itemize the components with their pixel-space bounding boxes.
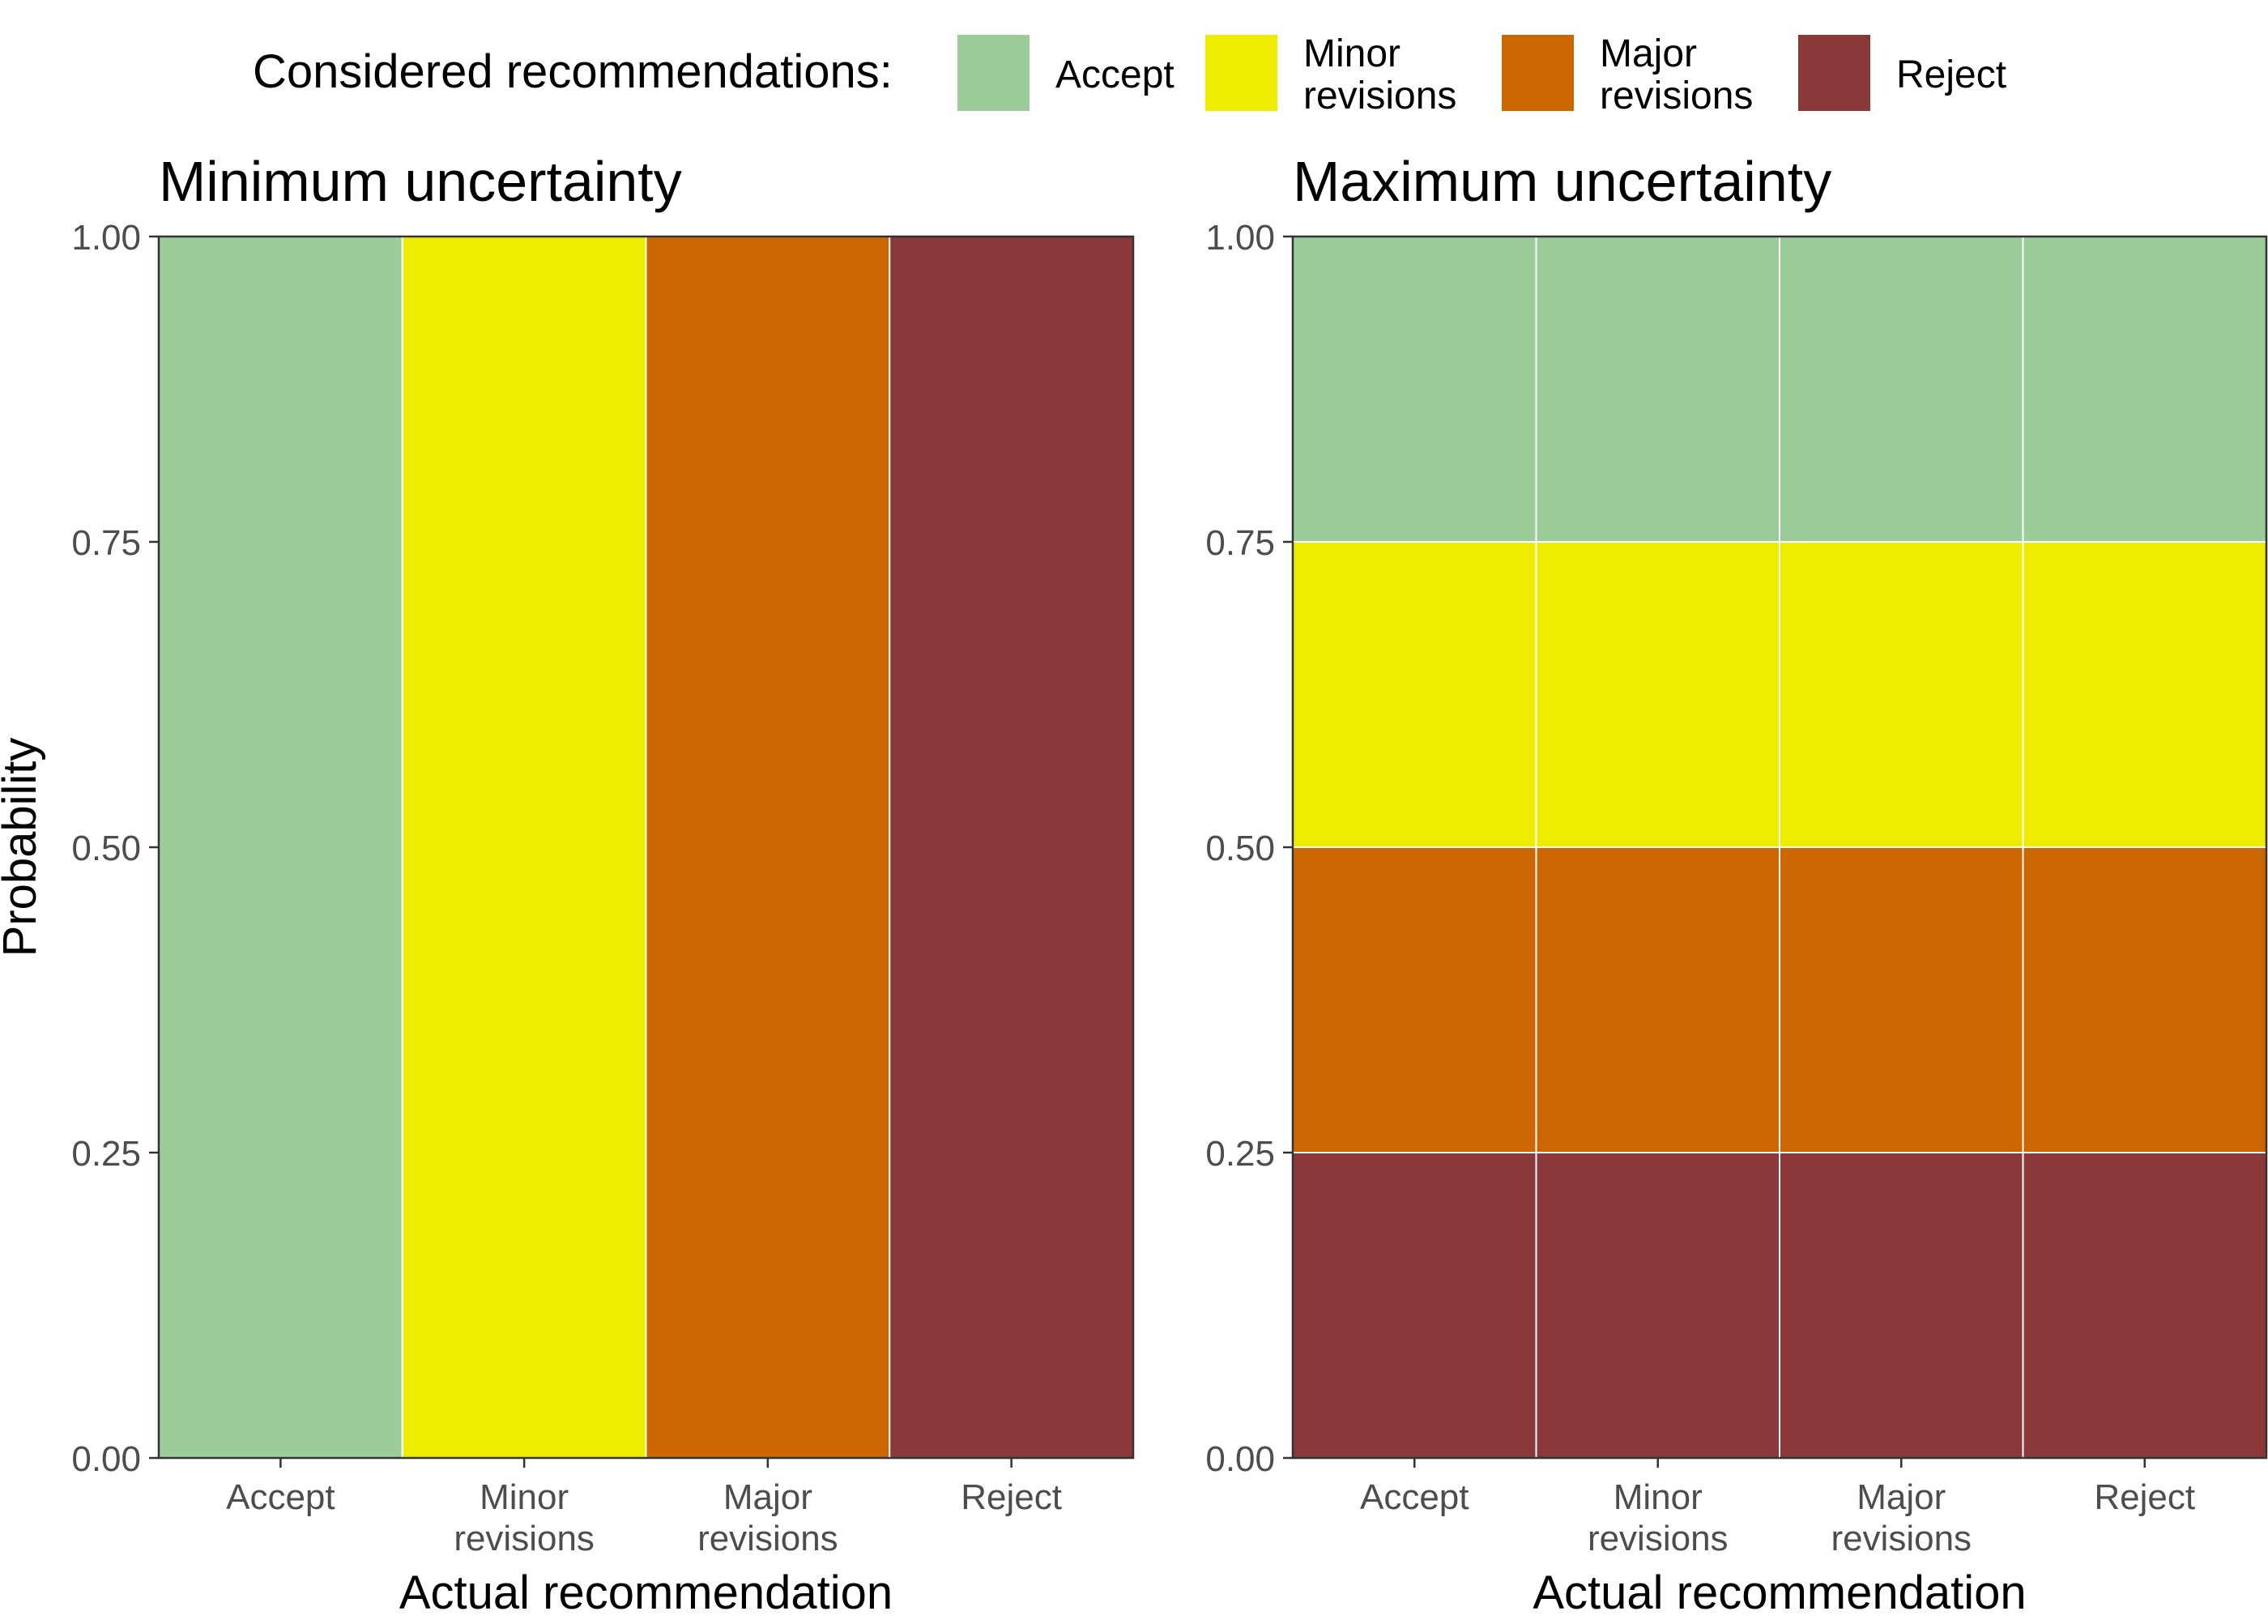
panel2-xtick-label-1: Accept (1360, 1477, 1469, 1517)
panel2-xtick-label-4: Reject (2094, 1477, 2195, 1517)
panel1-xlabel: Actual recommendation (399, 1566, 893, 1619)
legend-key-4 (1798, 35, 1870, 111)
panel2-title: Maximum uncertainty (1293, 150, 1831, 213)
panel2-xlabel: Actual recommendation (1533, 1566, 2026, 1619)
panel1-bar-1-4 (158, 236, 403, 1459)
panel1-ytick-label-3: 0.50 (71, 829, 141, 868)
panel2-ytick-label-1: 0.00 (1205, 1439, 1275, 1479)
panel2-bar-1-2 (1292, 846, 1537, 1153)
panel2-bar-4-4 (2022, 236, 2267, 543)
panel1-xtick-label-4: Reject (961, 1477, 1062, 1517)
legend-title: Considered recommendations: (253, 45, 893, 98)
panel2-xtick-label-2: Minor revisions (1588, 1477, 1729, 1558)
panel2-bar-4-1 (2022, 1152, 2267, 1459)
panel2-bar-2-1 (1535, 1152, 1780, 1459)
legend-label-1: Accept (1055, 53, 1174, 96)
panel2-bar-4-3 (2022, 541, 2267, 848)
panel2-ytick-label-4: 0.75 (1205, 523, 1275, 563)
panel2-bar-3-1 (1779, 1152, 2024, 1459)
panel2-bar-3-3 (1779, 541, 2024, 848)
panel1-bar-2-3 (401, 236, 647, 1459)
panel2-bar-1-3 (1292, 541, 1537, 848)
panel1-bar-4-1 (889, 236, 1134, 1459)
panel2-bar-4-2 (2022, 846, 2267, 1153)
panel2-bar-3-2 (1779, 846, 2024, 1153)
panel2-ytick-label-5: 1.00 (1205, 218, 1275, 258)
panel1-ylabel: Probability (0, 738, 46, 957)
panel2-bar-2-2 (1535, 846, 1780, 1153)
legend-key-2 (1205, 35, 1277, 111)
legend-key-1 (957, 35, 1030, 111)
legend-key-3 (1502, 35, 1574, 111)
panel2-bar-3-4 (1779, 236, 2024, 543)
legend-label-3: Major revisions (1600, 32, 1753, 117)
panel1-xtick-label-1: Accept (226, 1477, 335, 1517)
panel2-ytick-label-3: 0.50 (1205, 829, 1275, 868)
panel1-ytick-label-4: 0.75 (71, 523, 141, 563)
panel2-xtick-label-3: Major revisions (1831, 1477, 1972, 1558)
panel1-ytick-label-1: 0.00 (71, 1439, 141, 1479)
panel1-title: Minimum uncertainty (159, 150, 682, 213)
panel2-bar-1-1 (1292, 1152, 1537, 1459)
panel1-xtick-label-3: Major revisions (697, 1477, 838, 1558)
panel2-ytick-label-2: 0.25 (1205, 1134, 1275, 1174)
panel1-bar-3-2 (645, 236, 891, 1459)
panel1-xtick-label-2: Minor revisions (454, 1477, 595, 1558)
panel2-bar-1-4 (1292, 236, 1537, 543)
legend-label-4: Reject (1896, 53, 2006, 96)
panel1-ytick-label-2: 0.25 (71, 1134, 141, 1174)
panel2-bar-2-3 (1535, 541, 1780, 848)
legend-label-2: Minor revisions (1303, 32, 1456, 117)
panel1-ytick-label-5: 1.00 (71, 218, 141, 258)
panel2-bar-2-4 (1535, 236, 1780, 543)
